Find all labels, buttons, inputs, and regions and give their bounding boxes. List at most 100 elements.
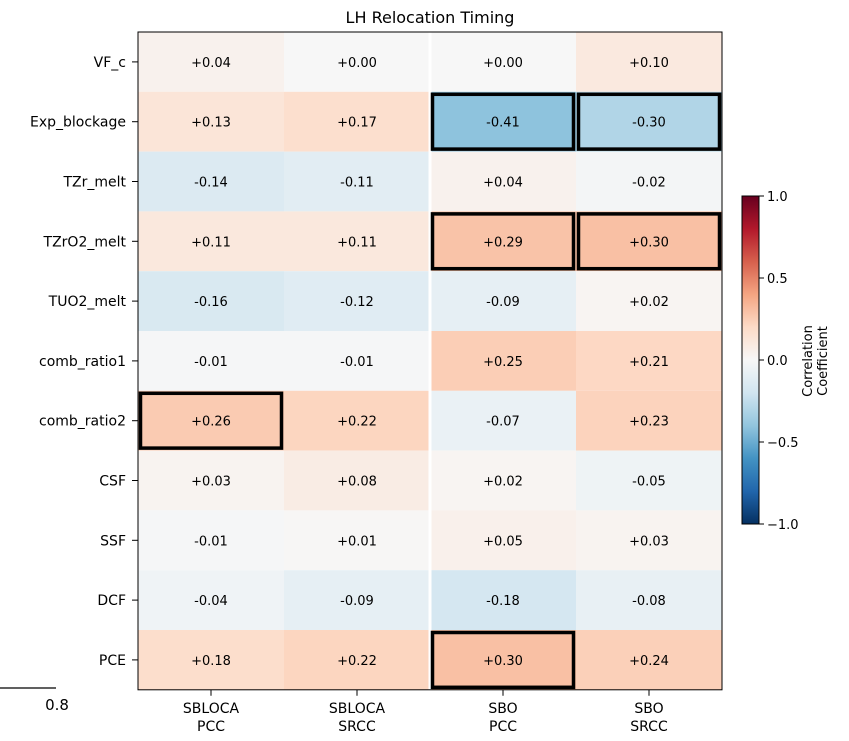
heatmap-cell (284, 91, 430, 152)
heatmap-cell (138, 570, 284, 630)
heatmap-cell (576, 271, 722, 331)
row-label: SSF (100, 533, 126, 549)
heatmap-cell (138, 271, 284, 331)
cell-value-label: +0.30 (483, 654, 523, 669)
cell-value-label: +0.11 (337, 235, 377, 250)
row-label: TZr_melt (62, 175, 126, 191)
heatmap-cell (576, 450, 722, 511)
cell-value-label: +0.00 (483, 56, 523, 71)
colorbar-tick-label: 0.5 (767, 272, 788, 287)
row-label: PCE (99, 653, 126, 669)
cell-value-label: -0.16 (194, 295, 228, 310)
cell-value-label: +0.22 (337, 654, 377, 669)
heatmap-cell (576, 510, 722, 571)
heatmap-cell (576, 91, 722, 152)
highlight-box (138, 391, 284, 450)
highlight-box (430, 212, 576, 271)
cell-value-label: +0.03 (629, 534, 669, 549)
cell-value-label: +0.04 (191, 56, 231, 71)
row-labels: VF_c Exp_blockage TZr_melt TZrO2_melt TUO2_m… (30, 55, 138, 669)
cell-value-label: +0.10 (629, 56, 669, 71)
cell-value-label: +0.23 (629, 415, 669, 430)
cell-value-label: +0.17 (337, 116, 377, 131)
cell-value-label: +0.04 (483, 176, 523, 191)
heatmap-cell (284, 390, 430, 451)
row-label: TUO2_melt (48, 294, 127, 310)
heatmap-cell (430, 91, 576, 152)
row-label: CSF (99, 474, 126, 490)
cell-value-label: +0.02 (483, 475, 523, 490)
column-label-line1: SBO (634, 701, 663, 717)
colorbar-tick-label: 0.0 (767, 354, 788, 369)
row-label: DCF (97, 593, 126, 609)
heatmap-cell (138, 450, 284, 511)
row-label: comb_ratio2 (39, 414, 126, 430)
colorbar-label-line1: Correlation (801, 325, 816, 397)
column-label-line1: SBO (488, 701, 517, 717)
heatmap-cell (284, 570, 430, 630)
cell-value-label: +0.13 (191, 116, 231, 131)
heatmap-cell (284, 510, 430, 571)
chart-title: LH Relocation Timing (346, 8, 515, 27)
cell-value-label: -0.41 (486, 116, 520, 131)
column-label-line1: SBLOCA (183, 701, 240, 717)
heatmap-cell (284, 450, 430, 511)
cell-value-label: -0.30 (632, 116, 666, 131)
cell-value-label: -0.09 (486, 295, 520, 310)
cell-value-label: -0.04 (194, 594, 228, 609)
heatmap-cell (576, 32, 722, 92)
colorbar: 1.0 0.5 0.0 −0.5 −1.0 Correlation Coefficient (741, 190, 831, 533)
heatmap-cell (284, 151, 430, 212)
colorbar-gradient (741, 195, 760, 525)
cell-value-label: -0.09 (340, 594, 374, 609)
colorbar-tick-label: −1.0 (767, 518, 799, 533)
heatmap-cell (576, 630, 722, 690)
row-label: TZrO2_melt (43, 234, 127, 250)
heatmap-cell (430, 570, 576, 630)
heatmap-cells: +0.04 +0.00 +0.00 +0.10 +0.13 +0.17 -0.41 -0.30… (137, 31, 723, 691)
heatmap-cell (284, 331, 430, 391)
cell-value-label: +0.22 (337, 415, 377, 430)
heatmap-cell (430, 390, 576, 451)
heatmap-cell (576, 331, 722, 391)
heatmap-cell (138, 211, 284, 272)
heatmap-cell (284, 271, 430, 331)
heatmap-cell (576, 211, 722, 272)
cell-value-label: -0.01 (340, 355, 374, 370)
column-label-line2: SRCC (338, 719, 376, 735)
fragment-tick-label: 0.8 (45, 696, 69, 714)
cell-value-label: -0.14 (194, 176, 228, 191)
highlight-box (430, 630, 576, 690)
heatmap-cell (576, 570, 722, 630)
heatmap-cell (138, 390, 284, 451)
heatmap-cell (576, 151, 722, 212)
column-label-line2: PCC (197, 719, 225, 735)
heatmap-cell (138, 510, 284, 571)
cell-value-label: +0.02 (629, 295, 669, 310)
heatmap-cell (430, 211, 576, 272)
cell-value-label: -0.11 (340, 176, 374, 191)
column-labels: SBLOCA PCC SBLOCA SRCC SBO PCC SBO SRCC (183, 689, 668, 735)
cell-value-label: -0.01 (194, 534, 228, 549)
heatmap-cell (284, 32, 430, 92)
colorbar-tick-label: 1.0 (767, 190, 788, 205)
cell-value-label: +0.21 (629, 355, 669, 370)
cell-value-label: -0.08 (632, 594, 666, 609)
heatmap-cell (430, 510, 576, 571)
column-label-line2: SRCC (630, 719, 668, 735)
heatmap-cell (138, 91, 284, 152)
colorbar-label: Correlation Coefficient (801, 325, 831, 397)
heatmap-cell (284, 211, 430, 272)
cell-value-label: -0.07 (486, 415, 520, 430)
cell-value-label: +0.29 (483, 235, 523, 250)
heatmap-cell (430, 331, 576, 391)
highlight-box (576, 92, 722, 151)
cell-value-label: -0.12 (340, 295, 374, 310)
heatmap-cell (430, 271, 576, 331)
heatmap-cell (138, 630, 284, 690)
cell-value-label: +0.03 (191, 475, 231, 490)
heatmap-cell (430, 32, 576, 92)
heatmap-cell (430, 151, 576, 212)
colorbar-tick-label: −0.5 (767, 436, 799, 451)
